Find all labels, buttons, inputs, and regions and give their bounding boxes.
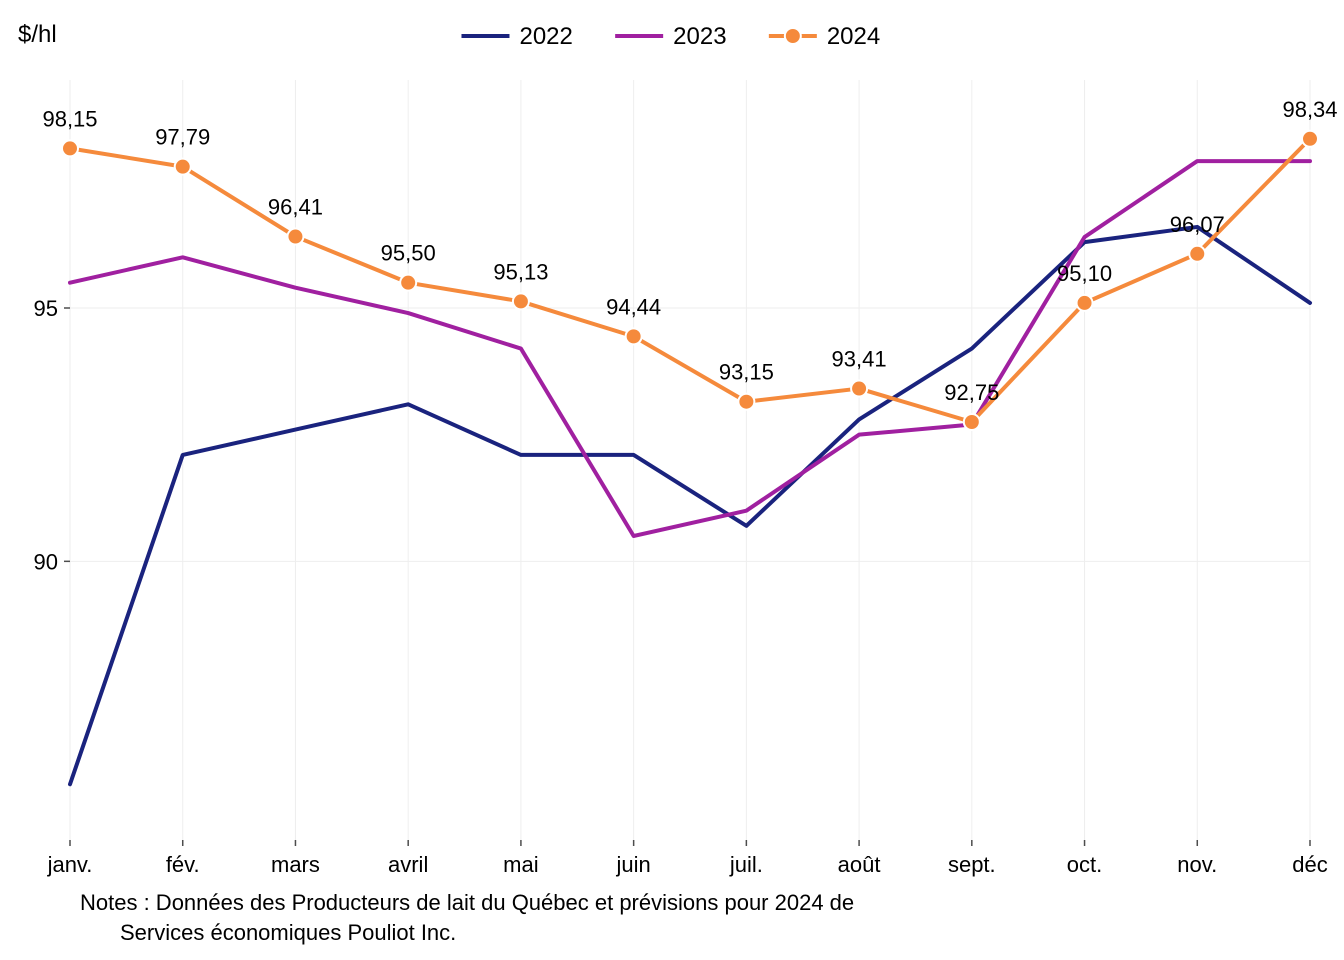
series-marker-2024 bbox=[62, 140, 78, 156]
x-tick-label: mars bbox=[271, 852, 320, 877]
series-marker-2024 bbox=[175, 159, 191, 175]
legend-label: 2024 bbox=[827, 23, 880, 50]
series-marker-2024 bbox=[1302, 131, 1318, 147]
series-marker-2024 bbox=[400, 275, 416, 291]
legend-marker bbox=[785, 28, 801, 44]
data-label-2024: 95,50 bbox=[381, 241, 436, 266]
x-tick-label: janv. bbox=[47, 852, 93, 877]
x-tick-label: juin bbox=[616, 852, 651, 877]
data-label-2024: 95,10 bbox=[1057, 261, 1112, 286]
series-marker-2024 bbox=[626, 328, 642, 344]
x-tick-label: avril bbox=[388, 852, 428, 877]
x-tick-label: nov. bbox=[1177, 852, 1217, 877]
caption-line: Notes : Données des Producteurs de lait … bbox=[80, 890, 854, 915]
data-label-2024: 97,79 bbox=[155, 125, 210, 150]
y-tick-label: 95 bbox=[34, 296, 58, 321]
series-marker-2024 bbox=[1077, 295, 1093, 311]
x-tick-label: fév. bbox=[166, 852, 200, 877]
series-marker-2024 bbox=[851, 381, 867, 397]
series-marker-2024 bbox=[738, 394, 754, 410]
x-tick-label: sept. bbox=[948, 852, 996, 877]
legend-label: 2023 bbox=[673, 23, 726, 50]
series-marker-2024 bbox=[287, 229, 303, 245]
y-axis-label: $/hl bbox=[18, 21, 57, 48]
x-tick-label: oct. bbox=[1067, 852, 1102, 877]
x-tick-label: août bbox=[838, 852, 881, 877]
x-tick-label: mai bbox=[503, 852, 538, 877]
data-label-2024: 96,41 bbox=[268, 195, 323, 220]
series-marker-2024 bbox=[964, 414, 980, 430]
line-chart: 90 95 janv. fév. mars avril mai juin juil. août se… bbox=[0, 0, 1344, 960]
data-label-2024: 92,75 bbox=[944, 380, 999, 405]
data-label-2024: 98,34 bbox=[1282, 97, 1337, 122]
chart-container: 90 95 janv. fév. mars avril mai juin juil. août se… bbox=[0, 0, 1344, 960]
series-marker-2024 bbox=[1189, 246, 1205, 262]
data-label-2024: 95,13 bbox=[493, 259, 548, 284]
legend-label: 2022 bbox=[519, 23, 572, 50]
data-label-2024: 93,15 bbox=[719, 360, 774, 385]
data-label-2024: 96,07 bbox=[1170, 212, 1225, 237]
y-tick-label: 90 bbox=[34, 549, 58, 574]
data-label-2024: 93,41 bbox=[832, 347, 887, 372]
data-label-2024: 94,44 bbox=[606, 294, 661, 319]
series-marker-2024 bbox=[513, 293, 529, 309]
x-tick-label: déc bbox=[1292, 852, 1327, 877]
data-label-2024: 98,15 bbox=[42, 106, 97, 131]
x-tick-label: juil. bbox=[729, 852, 763, 877]
caption-line: Services économiques Pouliot Inc. bbox=[120, 920, 456, 945]
